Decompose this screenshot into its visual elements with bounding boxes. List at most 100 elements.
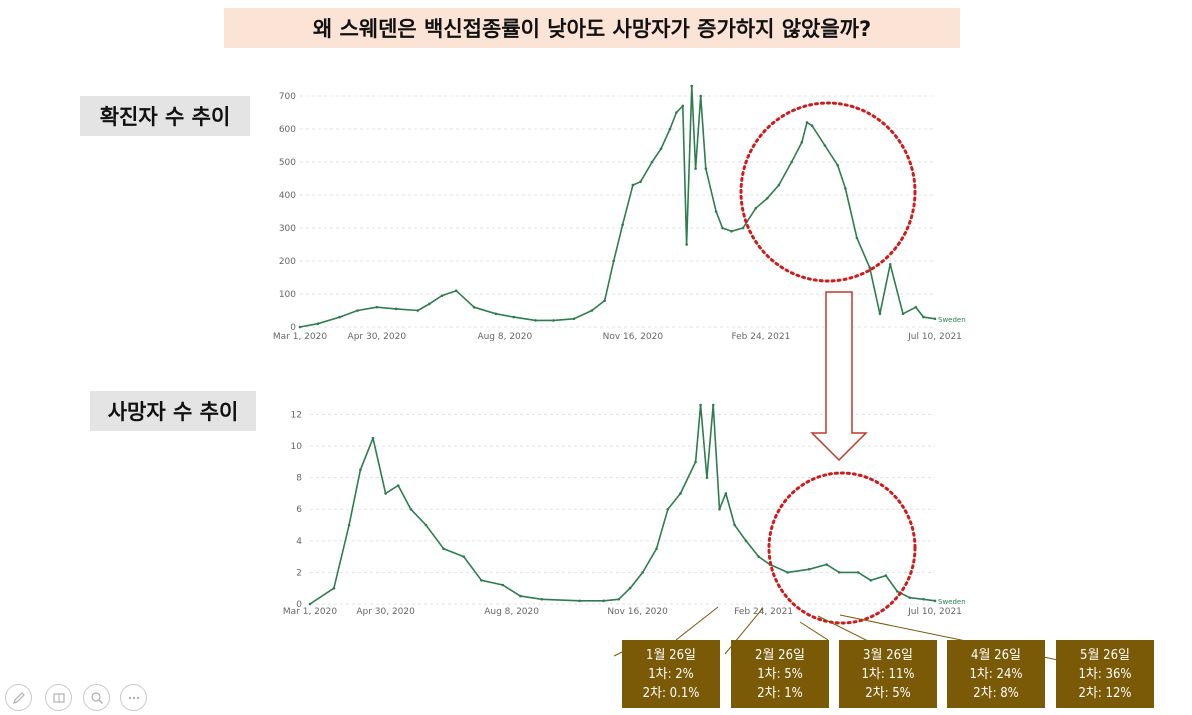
data-point [690, 84, 694, 88]
y-tick-label: 12 [291, 410, 302, 420]
data-point [617, 597, 621, 601]
data-point [901, 312, 905, 316]
data-point [356, 309, 359, 312]
data-point [371, 436, 375, 440]
pen-icon[interactable] [5, 684, 32, 711]
deaths-chart-label: 사망자 수 추이 [90, 391, 256, 431]
vaccination-dose1: 1차: 24% [969, 666, 1023, 682]
data-point [501, 583, 505, 587]
vaccination-date: 3월 26일 [863, 647, 913, 663]
data-point [836, 164, 840, 167]
data-point [685, 243, 688, 246]
data-point [428, 302, 431, 306]
y-tick-label: 0 [296, 600, 302, 610]
data-point [578, 599, 581, 603]
vaccination-dose2: 2차: 12% [1078, 685, 1132, 701]
data-point [895, 590, 899, 593]
data-point [572, 317, 576, 321]
data-point [754, 206, 758, 210]
data-point [933, 599, 937, 603]
vaccination-date: 4월 26일 [971, 647, 1021, 663]
data-point [777, 183, 781, 187]
data-point [711, 403, 715, 407]
data-point [825, 563, 828, 566]
data-point [704, 167, 708, 170]
data-point [757, 555, 760, 558]
x-tick-label: Mar 1, 2020 [273, 332, 327, 342]
vaccination-dose2: 2차: 0.1% [642, 685, 700, 701]
vaccination-dose2: 2차: 1% [757, 685, 803, 701]
data-point [480, 579, 483, 582]
data-point [694, 460, 697, 464]
data-point [807, 567, 811, 571]
vaccination-date: 2월 26일 [755, 647, 805, 663]
data-point [666, 507, 670, 511]
data-point [462, 555, 466, 558]
y-tick-label: 600 [279, 125, 296, 135]
x-tick-label: Feb 24, 2021 [731, 332, 790, 342]
data-point [384, 492, 387, 495]
x-tick-label: Nov 16, 2020 [607, 607, 668, 617]
data-point [552, 319, 555, 322]
series-line-sweden [299, 85, 936, 328]
data-point [416, 309, 420, 312]
x-tick-label: Mar 1, 2020 [283, 607, 337, 617]
y-tick-label: 400 [279, 191, 296, 201]
data-point [730, 230, 733, 233]
x-tick-label: Apr 30, 2020 [348, 332, 407, 342]
data-point [409, 507, 413, 511]
vaccination-dose2: 2차: 8% [973, 685, 1019, 701]
data-point [442, 547, 445, 551]
data-point [603, 299, 606, 302]
series-line-sweden [309, 404, 936, 605]
data-point [837, 571, 841, 574]
vaccination-date: 1월 26일 [646, 647, 696, 663]
data-point [396, 484, 400, 487]
data-point [631, 183, 635, 187]
data-point [628, 586, 632, 590]
data-point [790, 160, 793, 164]
vaccination-date: 5월 26일 [1080, 647, 1130, 663]
legend-label: Sweden [938, 598, 966, 606]
data-point [914, 305, 918, 309]
vaccination-box-jan: 1월 26일 1차: 2% 2차: 0.1% [622, 640, 720, 708]
data-point [347, 523, 351, 527]
vaccination-dose1: 1차: 11% [861, 666, 915, 682]
data-point [659, 147, 663, 151]
data-point [540, 597, 544, 601]
data-point [699, 94, 703, 98]
data-point [612, 259, 615, 263]
page-title: 왜 스웨덴은 백신접종률이 낮아도 사망자가 증가하지 않았을까? [224, 8, 960, 48]
y-tick-label: 500 [279, 158, 296, 168]
data-point [332, 586, 336, 590]
y-tick-label: 6 [296, 505, 302, 515]
data-point [338, 315, 341, 319]
slides-icon[interactable] [45, 684, 72, 711]
connector-line [675, 606, 719, 641]
data-point [621, 223, 624, 226]
data-point [512, 315, 516, 319]
data-point [668, 127, 672, 131]
zoom-icon[interactable] [83, 684, 110, 711]
vaccination-box-feb: 2월 26일 1차: 5% 2차: 1% [731, 640, 829, 708]
data-point [922, 315, 925, 319]
data-point [868, 266, 872, 269]
vaccination-dose2: 2차: 5% [865, 685, 911, 701]
data-point [856, 571, 860, 574]
data-point [884, 574, 888, 577]
data-point [810, 124, 814, 127]
data-point [308, 602, 312, 606]
data-point [718, 507, 721, 511]
y-tick-label: 700 [279, 92, 296, 102]
y-tick-label: 4 [296, 537, 302, 547]
data-point [424, 523, 428, 527]
highlight-circle-cases [739, 101, 917, 283]
more-icon[interactable] [120, 684, 147, 711]
data-point [681, 104, 685, 108]
data-point [823, 144, 827, 147]
connector-line [799, 621, 829, 641]
data-point [878, 312, 882, 316]
data-point [922, 597, 925, 601]
data-point [440, 294, 444, 297]
